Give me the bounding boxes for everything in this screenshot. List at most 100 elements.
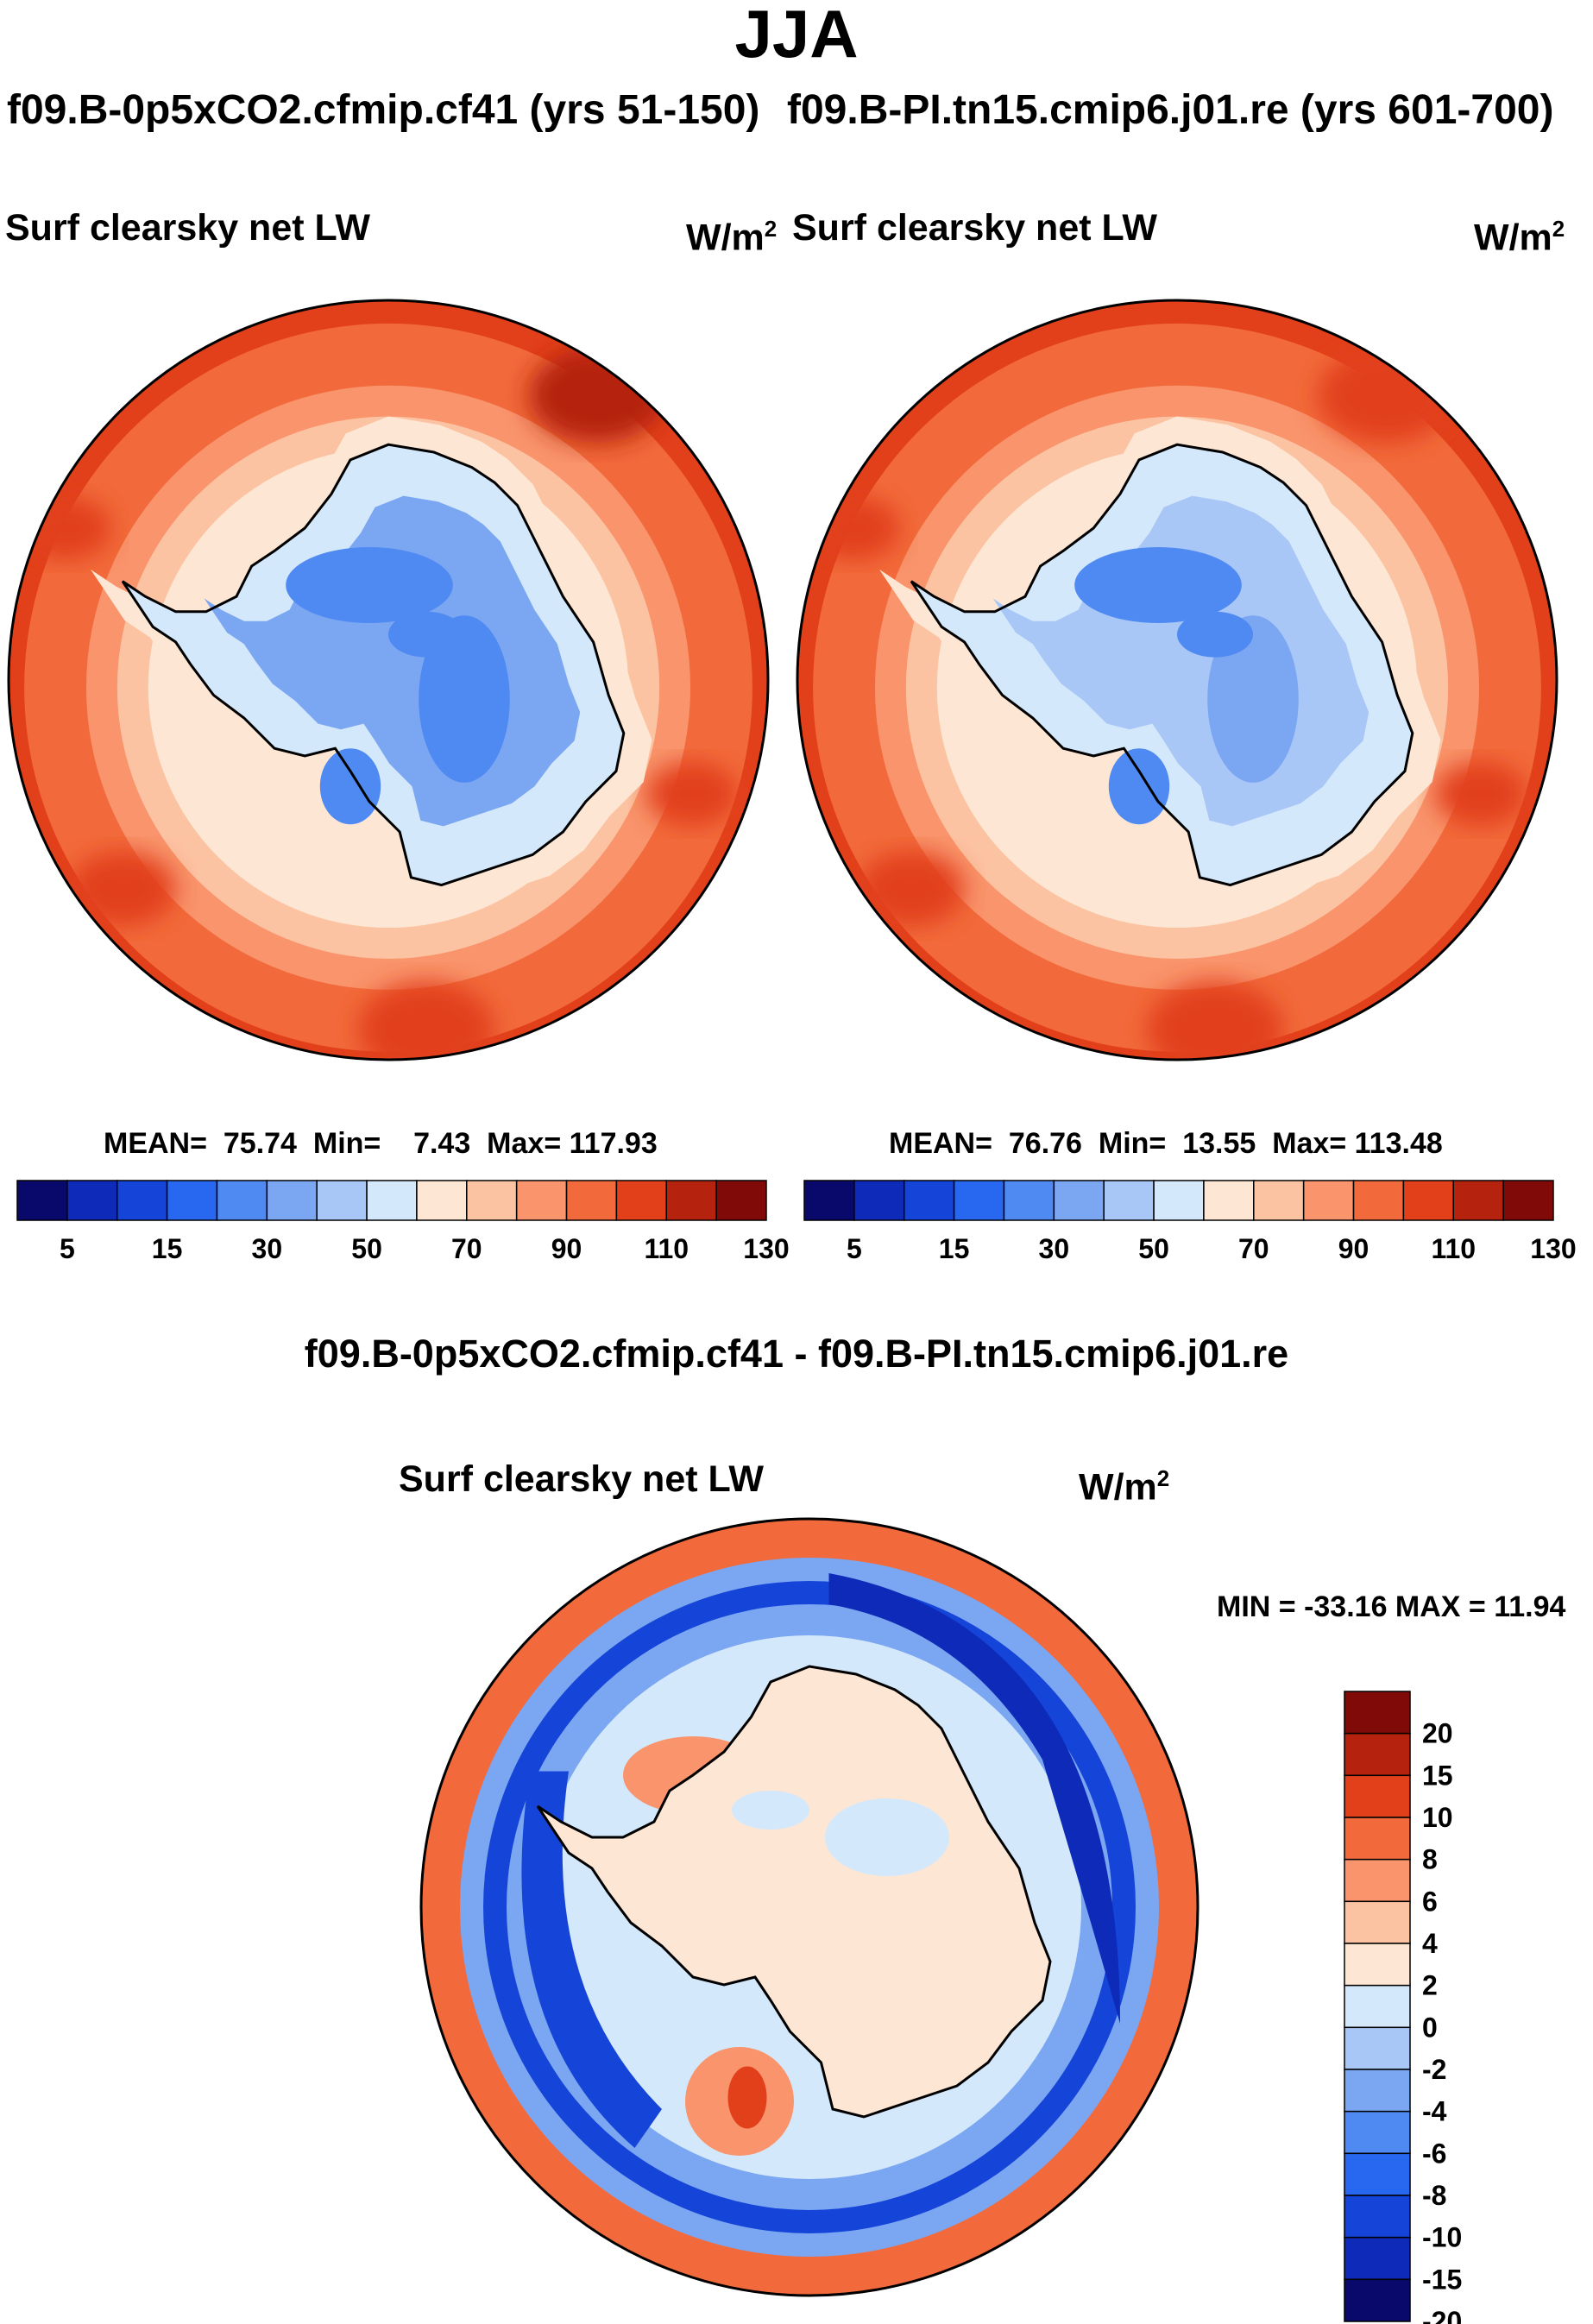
diff-colorbar-tick-label: -10 (1422, 2222, 1462, 2253)
diff-colorbar-swatch (1344, 2236, 1411, 2281)
panel1-colorbar-swatch (216, 1180, 268, 1221)
cold-core (319, 748, 381, 825)
diff-colorbar-swatch (1344, 1691, 1411, 1735)
panel2-colorbar-swatch (1253, 1180, 1305, 1221)
cold-core (419, 615, 510, 783)
panel1-colorbar-tick-label: 30 (252, 1233, 283, 1264)
panel2-colorbar-tick-label: 130 (1530, 1233, 1576, 1264)
diff-colorbar-swatch (1344, 2195, 1411, 2239)
diff-colorbar-tick-label: 2 (1422, 1970, 1438, 2001)
panel2-colorbar-tick-label: 5 (847, 1233, 862, 1264)
warm-anomaly (20, 496, 111, 560)
panel1-colorbar-swatch (266, 1180, 318, 1221)
diff-colorbar-tick-label: 20 (1422, 1718, 1453, 1749)
diff-colorbar-swatch (1344, 2152, 1411, 2196)
panel1-map-border (7, 299, 770, 1061)
panel1-colorbar-swatch (715, 1180, 767, 1221)
diff-colorbar-swatch (1344, 1732, 1411, 1777)
panel1-colorbar-swatch (116, 1180, 168, 1221)
panel2-colorbar-swatch (1402, 1180, 1455, 1221)
diff-colorbar-swatch (1344, 1817, 1411, 1861)
panel1-colorbar-swatch (316, 1180, 368, 1221)
panel2-colorbar-swatch (1053, 1180, 1105, 1221)
panel2-colorbar-tick-label: 70 (1238, 1233, 1269, 1264)
diff-colorbar-tick-label: 8 (1422, 1844, 1438, 1875)
cool-patch (825, 1798, 949, 1876)
diff-colorbar-swatch (1344, 2069, 1411, 2113)
panel1-stats: MEAN= 75.74 Min= 7.43 Max= 117.93 (104, 1127, 658, 1160)
diff-colorbar-tick-label: -15 (1422, 2264, 1462, 2295)
panel2-colorbar-swatch (1153, 1180, 1205, 1221)
panel1-colorbar-swatch (16, 1180, 68, 1221)
panel2-colorbar-swatch (1203, 1180, 1255, 1221)
panel2-colorbar-tick-label: 110 (1431, 1233, 1476, 1264)
warm-anomaly (1435, 762, 1527, 826)
diff-colorbar-tick-label: -8 (1422, 2180, 1446, 2211)
diff-colorbar-swatch (1344, 1984, 1411, 2029)
panel1-colorbar-swatch (466, 1180, 518, 1221)
panel1-colorbar-swatch (416, 1180, 468, 1221)
panel2-colorbar-tick-label: 50 (1138, 1233, 1169, 1264)
panel2-colorbar-swatch (953, 1180, 1005, 1221)
warm-patch (727, 2066, 767, 2129)
panel1-colorbar-tick-label: 90 (551, 1233, 582, 1264)
panel2-map (797, 300, 1557, 1060)
diff-colorbar-tick-label: -4 (1422, 2096, 1447, 2127)
panel1-colorbar-swatch (615, 1180, 668, 1221)
case2-title: f09.B-PI.tn15.cmip6.j01.re (yrs 601-700) (787, 87, 1554, 133)
panel2-colorbar-swatch (853, 1180, 905, 1221)
panel1-colorbar-swatch (665, 1180, 717, 1221)
diff-colorbar-swatch (1344, 2278, 1411, 2322)
diff-units: W/m2 (1079, 1465, 1170, 1508)
western-ice-edge-anomaly (521, 1771, 662, 2148)
diff-colorbar-swatch (1344, 2026, 1411, 2070)
warm-anomaly (1146, 981, 1284, 1060)
panel2-variable-label: Surf clearsky net LW (792, 207, 1157, 249)
cold-core (388, 611, 464, 658)
panel2-units: W/m2 (1474, 216, 1565, 259)
diff-map (421, 1519, 1198, 2296)
diff-colorbar-tick-label: 15 (1422, 1760, 1453, 1791)
coastline (536, 1665, 1052, 2119)
panel1-map (9, 300, 768, 1060)
panel2-colorbar-swatch (1103, 1180, 1155, 1221)
panel1-colorbar-swatch (166, 1180, 218, 1221)
diff-colorbar-tick-label: -6 (1422, 2138, 1446, 2169)
diff-colorbar-tick-label: 4 (1422, 1928, 1438, 1959)
diff-colorbar-swatch (1344, 1900, 1411, 1944)
panel2-colorbar-swatch (1003, 1180, 1055, 1221)
panel2-colorbar-swatch (1302, 1180, 1355, 1221)
panel1-colorbar-swatch (366, 1180, 418, 1221)
sea-ice-edge-anomaly (828, 1573, 1120, 2024)
diff-colorbar-tick-label: -2 (1422, 2054, 1446, 2085)
panel2-colorbar-swatch (1452, 1180, 1504, 1221)
warm-anomaly (69, 851, 176, 927)
panel2-colorbar-tick-label: 15 (939, 1233, 970, 1264)
panel1-colorbar-swatch (565, 1180, 618, 1221)
panel1-colorbar-tick-label: 110 (644, 1233, 689, 1264)
difference-title: f09.B-0p5xCO2.cfmip.cf41 - f09.B-PI.tn15… (304, 1332, 1289, 1376)
panel1-colorbar-tick-label: 130 (743, 1233, 789, 1264)
panel2-colorbar-swatch (1352, 1180, 1405, 1221)
panel2-colorbar-swatch (803, 1180, 855, 1221)
cold-core (286, 547, 453, 623)
warm-anomaly (858, 851, 965, 927)
antarctica-fill (538, 1666, 1050, 2117)
panel1-units: W/m2 (686, 216, 778, 259)
panel1-colorbar-tick-label: 50 (351, 1233, 382, 1264)
diff-min-max: MIN = -33.16 MAX = 11.94 (1217, 1590, 1566, 1623)
panel1-colorbar-swatch (66, 1180, 118, 1221)
panel1-colorbar-tick-label: 5 (60, 1233, 75, 1264)
cool-patch (732, 1791, 809, 1830)
diff-colorbar-swatch (1344, 2110, 1411, 2155)
cold-core (1108, 748, 1170, 825)
cold-core (1074, 547, 1242, 623)
panel2-map-border (796, 299, 1558, 1061)
diff-colorbar-tick-label: 6 (1422, 1886, 1438, 1917)
diff-colorbar-tick-label: -20 (1422, 2306, 1462, 2324)
panel2-colorbar-tick-label: 90 (1338, 1233, 1369, 1264)
warm-anomaly (357, 981, 495, 1060)
diff-map-border (419, 1517, 1199, 2297)
panel2-colorbar-swatch (903, 1180, 955, 1221)
